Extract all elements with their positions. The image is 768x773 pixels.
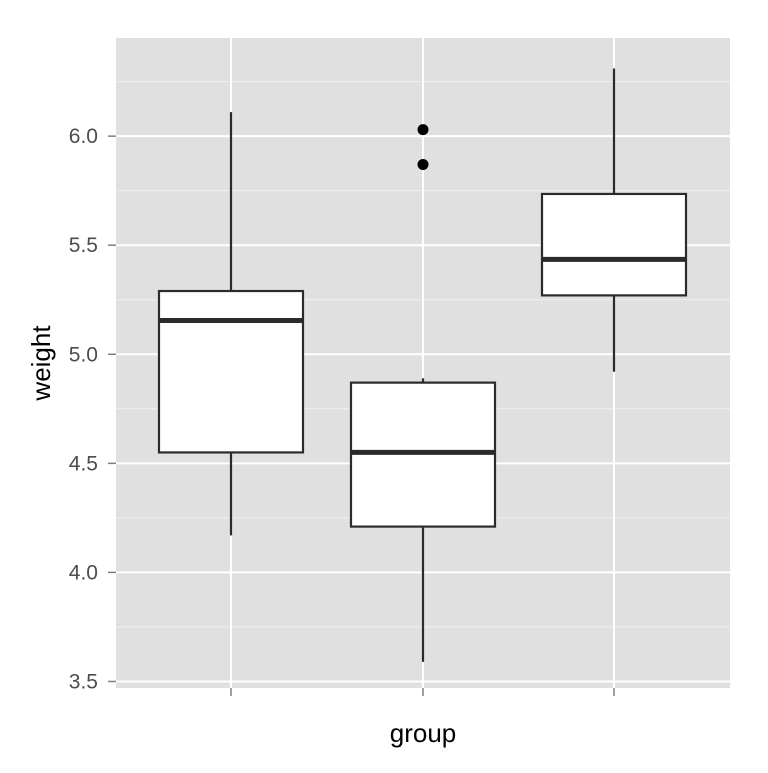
y-tick-label: 4.0 (69, 561, 98, 584)
y-axis-ticks: 3.5 4.0 4.5 5.0 5.5 6.0 (69, 125, 615, 696)
y-axis-title: weight (26, 325, 56, 402)
outlier-point (417, 124, 429, 136)
box (157, 289, 305, 454)
boxes (157, 68, 688, 662)
box-group-2 (349, 124, 497, 662)
box-group-3 (540, 68, 688, 372)
y-tick-label: 5.5 (69, 234, 98, 257)
y-tick-label: 6.0 (69, 125, 98, 148)
outlier-point (417, 159, 429, 171)
box-group-1 (157, 112, 305, 536)
y-tick-label: 5.0 (69, 343, 98, 366)
y-tick-label: 3.5 (69, 670, 98, 693)
x-axis-title: group (390, 718, 457, 748)
box (540, 192, 688, 297)
y-tick-label: 4.5 (69, 452, 98, 475)
